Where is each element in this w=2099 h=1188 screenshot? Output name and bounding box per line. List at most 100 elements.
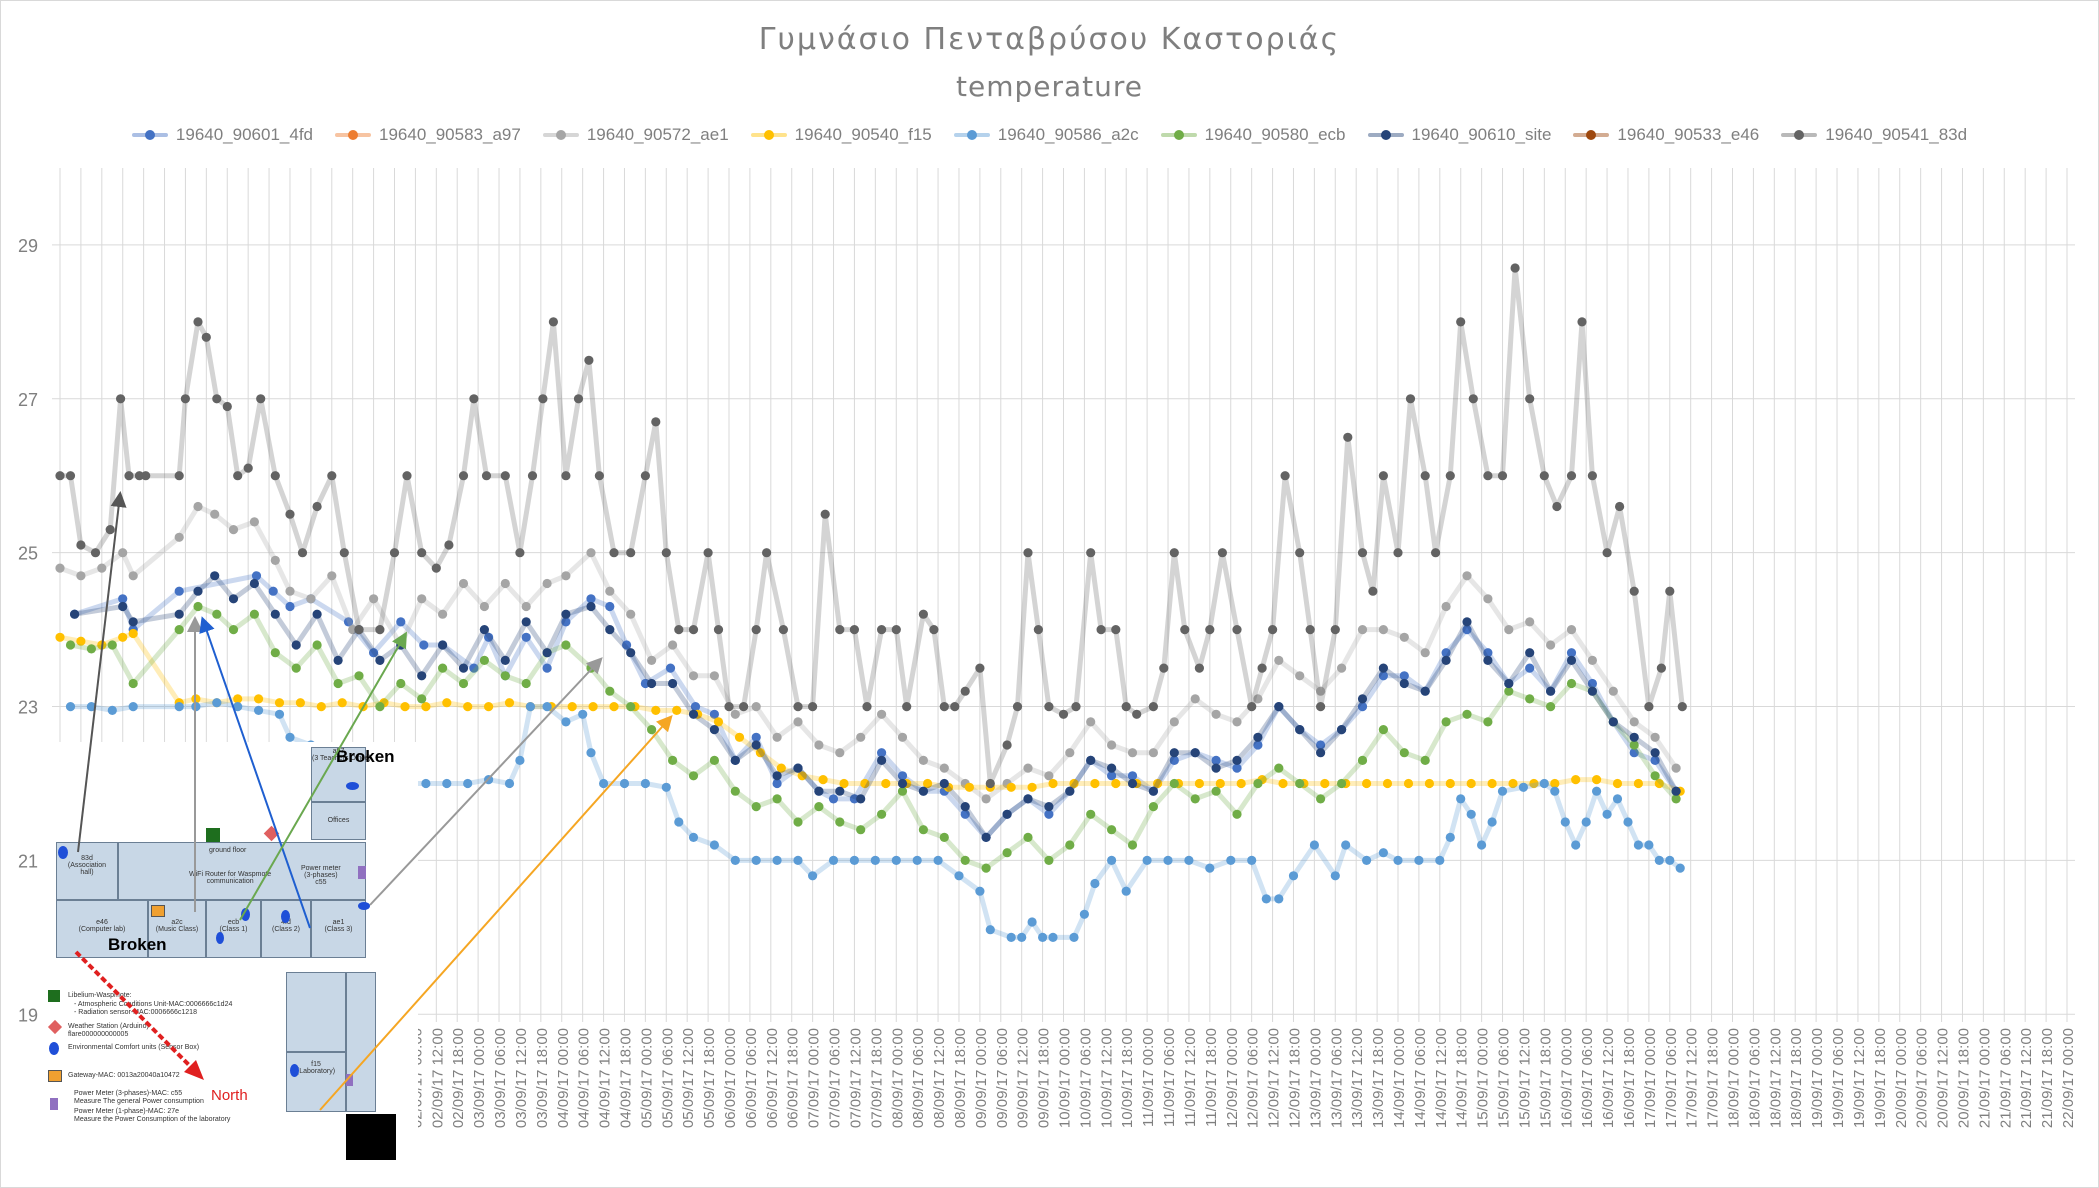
data-point [626,609,636,619]
legend-item: 19640_90586_a2c [953,125,1139,145]
data-point [1169,778,1179,789]
data-point [599,778,609,789]
data-point [561,717,571,727]
data-point [1044,771,1054,781]
x-tick-label: 19/09/17 12:00 [1851,1028,1868,1128]
data-point [438,663,448,673]
data-point [793,855,803,866]
data-point [254,705,264,716]
data-point [463,778,473,789]
x-tick-label: 07/09/17 12:00 [847,1028,864,1128]
data-point [270,609,280,619]
data-point [1378,848,1388,858]
data-point [672,705,682,716]
y-tick-label: 27 [18,390,38,410]
data-point [128,678,138,689]
data-point [1194,778,1204,789]
data-point [1033,625,1043,635]
sensor-marker-class3 [358,902,370,910]
data-point [1644,702,1654,712]
data-point [1023,548,1033,558]
data-point [755,748,766,758]
data-point [396,617,406,627]
data-point [730,709,740,719]
data-point [561,571,571,581]
data-point [527,471,538,481]
y-tick-label: 19 [18,1005,38,1025]
data-point [814,786,824,796]
x-tick-label: 13/09/17 12:00 [1349,1028,1366,1128]
data-point [1441,648,1451,658]
data-point [1462,571,1472,581]
data-point [1316,702,1326,712]
data-point [1190,694,1200,704]
data-point [1462,617,1472,627]
data-point [1650,732,1660,742]
room-computer-lab-label: e46 (Computer lab) [78,919,126,933]
data-point [1107,771,1117,781]
data-point [249,578,259,589]
data-point [1399,748,1409,758]
x-tick-label: 15/09/17 00:00 [1475,1028,1492,1128]
data-point [1445,832,1455,843]
data-point [1316,748,1326,758]
data-point [1650,748,1660,758]
data-point [479,625,489,635]
data-point [1571,775,1581,785]
data-point [124,471,134,481]
data-point [1253,778,1263,789]
data-point [1247,702,1257,712]
router-label: WiFi Router for Waspmote communication [189,871,272,885]
data-point [431,563,441,573]
data-point [1194,663,1204,673]
legend-swatch [953,130,990,140]
data-point [1456,317,1466,327]
inset-legend-line-8: Measure The general Power consumption [74,1098,204,1105]
data-point [1006,782,1016,792]
data-point [1002,809,1012,819]
data-point [1654,778,1664,789]
legend-label: 19640_90580_ecb [1204,125,1346,144]
data-point [369,594,379,604]
x-tick-label: 12/09/17 18:00 [1286,1028,1303,1128]
data-point [860,778,870,789]
data-point [312,640,322,650]
data-point [1483,471,1493,481]
data-point [713,717,724,727]
data-point [70,609,80,619]
data-point [233,471,243,481]
inset-legend-line-10: Measure the Power Consumption of the lab… [74,1116,231,1123]
data-point [116,394,126,404]
data-point [605,586,615,596]
data-point [1581,817,1591,827]
data-point [609,702,619,712]
x-tick-label: 09/09/17 06:00 [994,1028,1011,1128]
x-tick-label: 04/09/17 00:00 [555,1028,572,1128]
data-point [97,563,107,573]
data-point [174,532,184,542]
data-point [1190,748,1200,758]
x-tick-label: 19/09/17 18:00 [1872,1028,1889,1128]
legend-item: 19640_90540_f15 [750,125,932,145]
data-point [828,794,839,804]
lab-power-marker [346,1074,353,1086]
data-point [1211,755,1221,766]
data-point [500,578,510,589]
data-point [65,702,76,712]
x-tick-label: 12/09/17 12:00 [1266,1028,1283,1128]
x-tick-label: 04/09/17 18:00 [617,1028,634,1128]
data-point [751,732,761,742]
data-point [521,632,531,642]
room-offices: Offices [311,802,366,840]
data-point [1456,794,1466,804]
data-point [270,648,280,658]
data-point [985,778,995,789]
x-tick-label: 10/09/17 06:00 [1077,1028,1094,1128]
data-point [193,501,203,512]
room-class3-label: ae1 (Class 3) [324,919,353,933]
data-point [1069,932,1079,943]
data-point [233,702,243,712]
data-point [1044,855,1054,866]
data-point [1525,694,1535,704]
data-point [1577,317,1587,327]
